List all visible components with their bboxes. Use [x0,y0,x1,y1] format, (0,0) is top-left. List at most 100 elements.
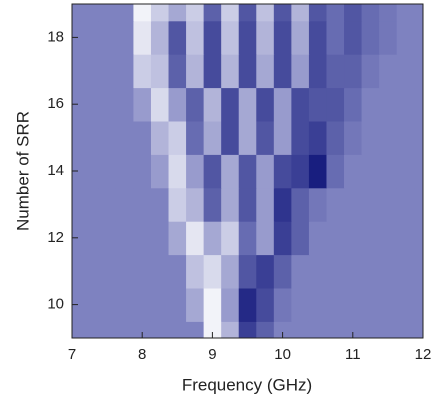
heatmap-cell [326,187,345,222]
heatmap-cell [98,87,117,122]
heatmap-cell [344,120,363,155]
heatmap-cell [115,154,135,189]
heatmap-cell [238,120,257,155]
heatmap-cell [80,87,99,122]
heatmap-cell [186,20,205,55]
heatmap-cell [308,221,328,256]
heatmap-cell [186,187,205,222]
heatmap-cell [344,20,363,55]
heatmap-cell [308,20,328,55]
heatmap-cell [256,4,275,22]
heatmap-cell [326,54,345,89]
heatmap-cell [98,187,117,222]
heatmap-cell [308,287,328,322]
heatmap-cell [273,154,292,189]
heatmap-cell [203,254,222,289]
heatmap-cell [72,54,82,89]
y-tick-label: 12 [47,229,64,246]
heatmap-cell [80,20,99,55]
heatmap-cell [344,187,363,222]
heatmap-cell [361,254,380,289]
heatmap-cell [98,54,117,89]
heatmap-cell [133,221,152,256]
heatmap-cell [379,54,398,89]
heatmap-cell [326,287,345,322]
heatmap-cell [186,4,205,22]
x-tick-label: 11 [345,346,361,363]
heatmap-cell [361,321,380,338]
heatmap-cell [98,154,117,189]
heatmap-cell [221,54,240,89]
heatmap-cell [80,254,99,289]
heatmap-cell [256,120,275,155]
heatmap-cell [273,287,292,322]
heatmap-cell [168,120,187,155]
heatmap-cell [256,54,275,89]
heatmap-cell [326,120,345,155]
heatmap-cell [273,4,292,22]
heatmap-cell [150,20,170,55]
heatmap-cell [98,254,117,289]
heatmap-cell [98,120,117,155]
heatmap-cell [203,20,222,55]
heatmap-cell [344,4,363,22]
heatmap-cell [414,287,423,322]
heatmap-cell [168,154,187,189]
heatmap-cell [379,87,398,122]
heatmap-cell [414,321,423,338]
heatmap-cell [308,254,328,289]
heatmap-cell [291,120,310,155]
heatmap-cell [291,287,310,322]
heatmap-cell [238,87,257,122]
heatmap-cell [256,321,275,338]
heatmap-cell [379,287,398,322]
heatmap-cell [115,87,135,122]
heatmap-cell [168,87,187,122]
heatmap-cell [115,254,135,289]
y-tick-label: 10 [47,296,64,313]
heatmap-cell [72,321,82,338]
heatmap-cell [186,54,205,89]
heatmap-cell [80,221,99,256]
heatmap-cell [361,87,380,122]
heatmap-cell [361,20,380,55]
heatmap-cell [326,321,345,338]
heatmap-cell [414,254,423,289]
heatmap-cell [115,321,135,338]
heatmap-cell [291,187,310,222]
heatmap-cell [150,254,170,289]
heatmap-cell [203,87,222,122]
heatmap-cell [80,154,99,189]
heatmap-cell [80,321,99,338]
heatmap-cell [379,4,398,22]
x-axis-title: Frequency (GHz) [182,375,312,394]
heatmap-cell [396,54,415,89]
heatmap-cell [186,221,205,256]
heatmap-cell [256,254,275,289]
heatmap-cell [344,221,363,256]
heatmap-cell [273,221,292,256]
heatmap-cell [80,120,99,155]
heatmap-cell [186,154,205,189]
heatmap-cell [80,287,99,322]
heatmap-cell [396,154,415,189]
heatmap-cell [186,87,205,122]
x-tick-label: 8 [138,346,146,363]
heatmap-cell [361,287,380,322]
heatmap-cell [308,54,328,89]
heatmap-cell [396,87,415,122]
heatmap-cell [98,20,117,55]
heatmap-cell [115,20,135,55]
heatmap-cell [256,221,275,256]
heatmap-cell [379,20,398,55]
heatmap-cell [238,154,257,189]
heatmap-cell [326,254,345,289]
heatmap-cell [168,20,187,55]
heatmap-cell [414,87,423,122]
heatmap-cell [361,120,380,155]
heatmap-cell [115,54,135,89]
heatmap-cell [291,54,310,89]
heatmap-cell [238,254,257,289]
heatmap-cell [150,287,170,322]
